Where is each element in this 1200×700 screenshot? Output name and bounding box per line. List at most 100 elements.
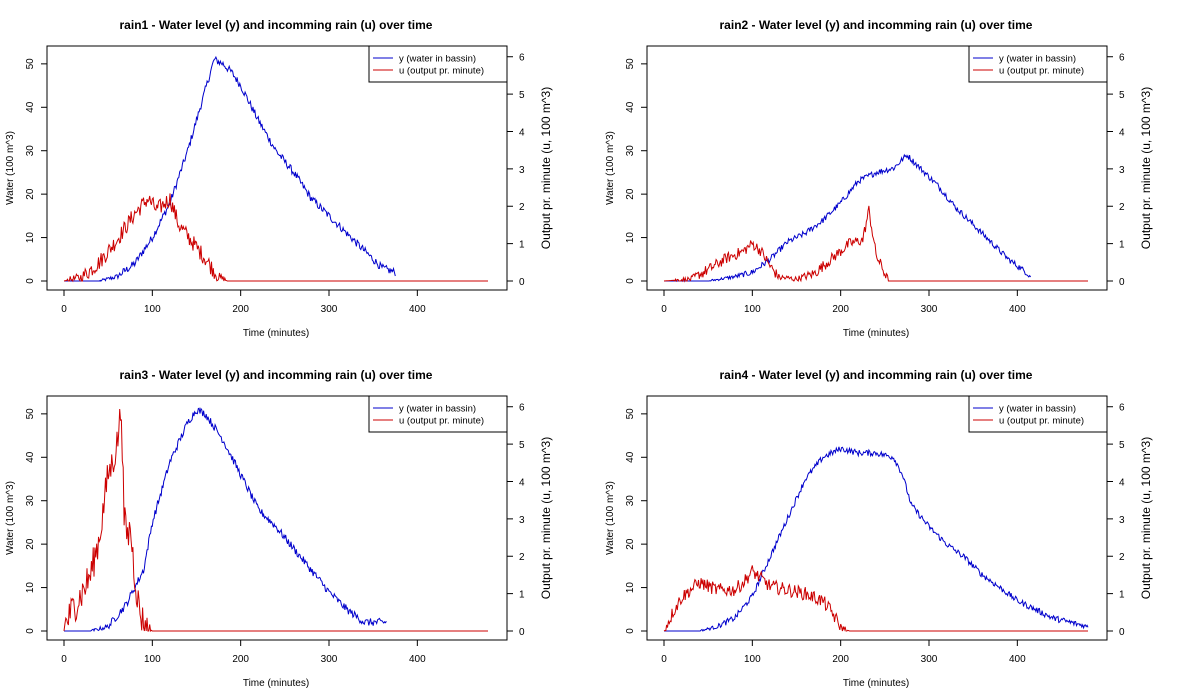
y2-tick-label: 3: [519, 165, 525, 176]
y-axis-label: Water (100 m^3): [605, 481, 616, 555]
x-tick-label: 100: [744, 304, 761, 315]
chart-panel-4: rain4 - Water level (y) and incomming ra…: [605, 368, 1153, 689]
y2-tick-label: 5: [519, 440, 525, 451]
plot-frame: [646, 45, 1108, 291]
y2-tick-label: 0: [519, 627, 525, 638]
x-tick-label: 300: [321, 304, 338, 315]
y-axis-label: Water (100 m^3): [605, 131, 616, 205]
y2-tick-label: 3: [519, 515, 525, 526]
plot-frame: [46, 395, 508, 641]
series-line-water-level: [664, 446, 1089, 632]
y-tick-label: 50: [625, 58, 636, 70]
y2-axis-label: Output pr. minute (u, 100 m^3): [1139, 87, 1153, 249]
y2-tick-label: 6: [1119, 403, 1125, 414]
y-axis-label: Water (100 m^3): [5, 481, 16, 555]
y-tick-label: 50: [625, 408, 636, 420]
y-tick-label: 20: [625, 538, 636, 550]
y2-tick-label: 2: [1119, 552, 1125, 563]
y-tick-label: 0: [625, 278, 636, 284]
legend: y (water in bassin)u (output pr. minute): [368, 395, 508, 433]
x-axis-label: Time (minutes): [843, 678, 909, 689]
y2-tick-label: 3: [1119, 515, 1125, 526]
x-tick-label: 100: [744, 654, 761, 665]
y2-tick-label: 4: [519, 477, 525, 488]
x-tick-label: 400: [1009, 304, 1026, 315]
y2-tick-label: 1: [1119, 240, 1125, 251]
legend-entry: u (output pr. minute): [999, 66, 1084, 77]
y-tick-label: 10: [25, 232, 36, 244]
y-tick-label: 40: [25, 101, 36, 113]
x-tick-label: 300: [921, 654, 938, 665]
y-tick-label: 40: [25, 451, 36, 463]
y2-tick-label: 1: [519, 240, 525, 251]
x-tick-label: 200: [832, 654, 849, 665]
y2-tick-label: 4: [1119, 127, 1125, 138]
chart-title: rain1 - Water level (y) and incomming ra…: [120, 18, 433, 32]
series-line-water-level: [64, 407, 387, 633]
plot-frame: [46, 45, 508, 291]
x-axis-label: Time (minutes): [843, 328, 909, 339]
y2-axis-label: Output pr. minute (u, 100 m^3): [1139, 437, 1153, 599]
legend: y (water in bassin)u (output pr. minute): [968, 395, 1108, 433]
y-tick-label: 10: [625, 582, 636, 594]
x-tick-label: 400: [409, 304, 426, 315]
chart-title: rain2 - Water level (y) and incomming ra…: [720, 18, 1033, 32]
x-tick-label: 400: [1009, 654, 1026, 665]
x-tick-label: 300: [921, 304, 938, 315]
y2-tick-label: 5: [1119, 90, 1125, 101]
x-tick-label: 400: [409, 654, 426, 665]
legend-entry: u (output pr. minute): [999, 416, 1084, 427]
chart-panel-2: rain2 - Water level (y) and incomming ra…: [605, 18, 1153, 339]
y2-tick-label: 4: [1119, 477, 1125, 488]
legend: y (water in bassin)u (output pr. minute): [368, 45, 508, 83]
y2-tick-label: 5: [519, 90, 525, 101]
y2-tick-label: 0: [519, 277, 525, 288]
y-tick-label: 50: [25, 408, 36, 420]
y2-axis-label: Output pr. minute (u, 100 m^3): [539, 87, 553, 249]
series-line-water-level: [664, 153, 1032, 282]
y-tick-label: 20: [25, 538, 36, 550]
x-tick-label: 0: [61, 654, 67, 665]
chart-panel-3: rain3 - Water level (y) and incomming ra…: [5, 368, 553, 689]
y-tick-label: 30: [625, 145, 636, 157]
y-tick-label: 30: [625, 495, 636, 507]
legend-entry: y (water in bassin): [999, 54, 1076, 65]
y2-tick-label: 6: [519, 403, 525, 414]
y-tick-label: 10: [25, 582, 36, 594]
x-tick-label: 300: [321, 654, 338, 665]
y-tick-label: 0: [25, 278, 36, 284]
legend-box: [368, 395, 508, 433]
y2-tick-label: 5: [1119, 440, 1125, 451]
y2-tick-label: 0: [1119, 627, 1125, 638]
x-tick-label: 200: [232, 304, 249, 315]
y2-tick-label: 3: [1119, 165, 1125, 176]
y-tick-label: 20: [625, 188, 636, 200]
legend-entry: u (output pr. minute): [399, 416, 484, 427]
chart-title: rain3 - Water level (y) and incomming ra…: [120, 368, 433, 382]
series-line-rain-output: [63, 193, 488, 283]
legend-entry: y (water in bassin): [399, 404, 476, 415]
series-line-rain-output: [663, 205, 1088, 283]
y-tick-label: 0: [25, 628, 36, 634]
y-axis-label: Water (100 m^3): [5, 131, 16, 205]
x-tick-label: 0: [661, 654, 667, 665]
legend-box: [968, 395, 1108, 433]
y-tick-label: 40: [625, 101, 636, 113]
legend-entry: u (output pr. minute): [399, 66, 484, 77]
chart-title: rain4 - Water level (y) and incomming ra…: [720, 368, 1033, 382]
y2-tick-label: 2: [519, 202, 525, 213]
legend-entry: y (water in bassin): [399, 54, 476, 65]
series-line-water-level: [64, 55, 396, 282]
y2-axis-label: Output pr. minute (u, 100 m^3): [539, 437, 553, 599]
x-axis-label: Time (minutes): [243, 328, 309, 339]
y-tick-label: 30: [25, 495, 36, 507]
x-tick-label: 100: [144, 654, 161, 665]
series-line-rain-output: [63, 408, 488, 632]
x-tick-label: 100: [144, 304, 161, 315]
y2-tick-label: 1: [1119, 590, 1125, 601]
y-tick-label: 50: [25, 58, 36, 70]
y-tick-label: 20: [25, 188, 36, 200]
x-tick-label: 0: [61, 304, 67, 315]
series-line-rain-output: [663, 565, 1088, 632]
